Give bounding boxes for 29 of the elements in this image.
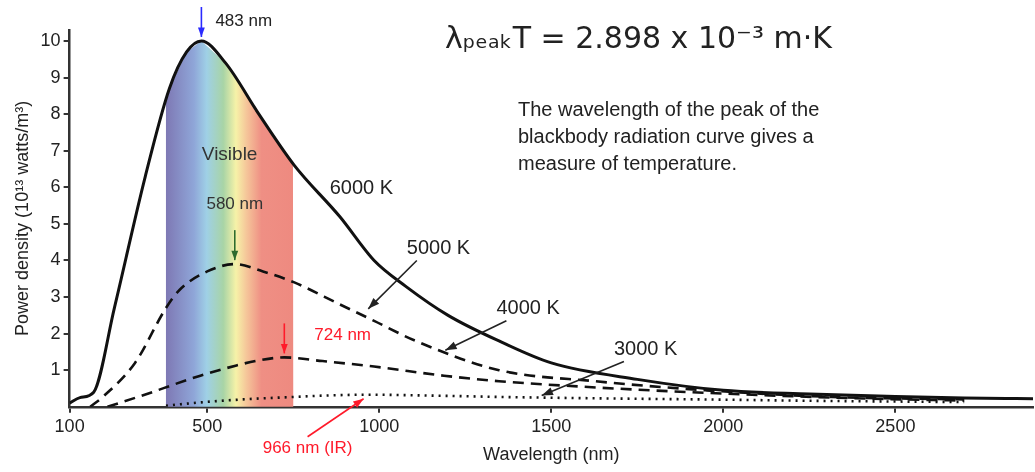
annotation: 724 nm xyxy=(314,325,372,345)
y-tick-label: 2 xyxy=(50,322,61,343)
y-tick-label: 3 xyxy=(50,286,61,307)
annotation: 966 nm (IR) xyxy=(262,438,353,458)
y-axis-title: Power density (10¹³ watts/m³) xyxy=(11,100,32,336)
y-tick-label: 8 xyxy=(50,103,61,124)
annotation: 580 nm xyxy=(206,193,264,213)
y-tick-label: 10 xyxy=(40,29,61,50)
x-tick-label: 1000 xyxy=(359,415,400,436)
text: 4000 K xyxy=(496,296,561,319)
text: 5000 K xyxy=(406,236,471,259)
x-axis-title: Wavelength (nm) xyxy=(483,444,620,465)
x-tick-label: 500 xyxy=(192,415,223,436)
x-tick-label: 2000 xyxy=(703,415,744,436)
annotation: 483 nm xyxy=(215,10,273,30)
annotation: λₚₑₐₖT = 2.898 x 10⁻³ m·K xyxy=(445,19,834,55)
series-label: 6000 K xyxy=(329,175,394,198)
annotation: The wavelength of the peak of the blackbody radiation curve gives a measure of temperature. xyxy=(518,97,820,174)
y-tick-label: 6 xyxy=(50,176,61,197)
y-tick-label: 5 xyxy=(50,212,61,233)
x-tick-label: 2500 xyxy=(875,415,916,436)
y-tick-label: 4 xyxy=(50,249,61,270)
y-tick-label: 9 xyxy=(50,66,61,87)
x-tick-label: 100 xyxy=(54,415,85,436)
y-tick-label: 7 xyxy=(50,139,61,160)
y-tick-label: 1 xyxy=(50,359,61,380)
series-label: 3000 K xyxy=(613,337,678,360)
x-tick-label: 1500 xyxy=(531,415,572,436)
band-label: Visible xyxy=(201,142,258,164)
